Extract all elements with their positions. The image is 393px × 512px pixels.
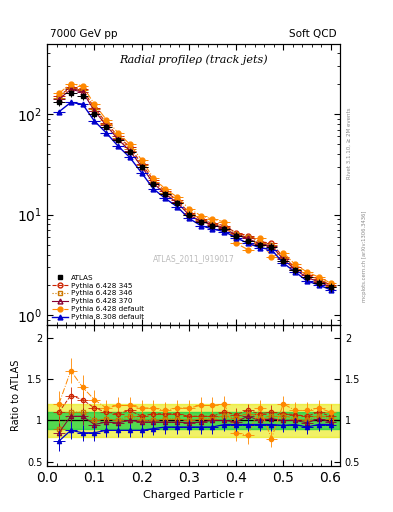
Text: mcplots.cern.ch [arXiv:1306.3436]: mcplots.cern.ch [arXiv:1306.3436] <box>362 210 367 302</box>
Text: Rivet 3.1.10, ≥ 2M events: Rivet 3.1.10, ≥ 2M events <box>347 108 352 179</box>
Text: Soft QCD: Soft QCD <box>289 29 337 39</box>
Y-axis label: Ratio to ATLAS: Ratio to ATLAS <box>11 360 21 431</box>
X-axis label: Charged Particle r: Charged Particle r <box>143 490 244 500</box>
Text: 7000 GeV pp: 7000 GeV pp <box>50 29 118 39</box>
Legend: ATLAS, Pythia 6.428 345, Pythia 6.428 346, Pythia 6.428 370, Pythia 6.428 defaul: ATLAS, Pythia 6.428 345, Pythia 6.428 34… <box>50 272 147 323</box>
Text: Radial profileρ (track jets): Radial profileρ (track jets) <box>119 55 268 66</box>
Text: ATLAS_2011_I919017: ATLAS_2011_I919017 <box>152 254 235 263</box>
